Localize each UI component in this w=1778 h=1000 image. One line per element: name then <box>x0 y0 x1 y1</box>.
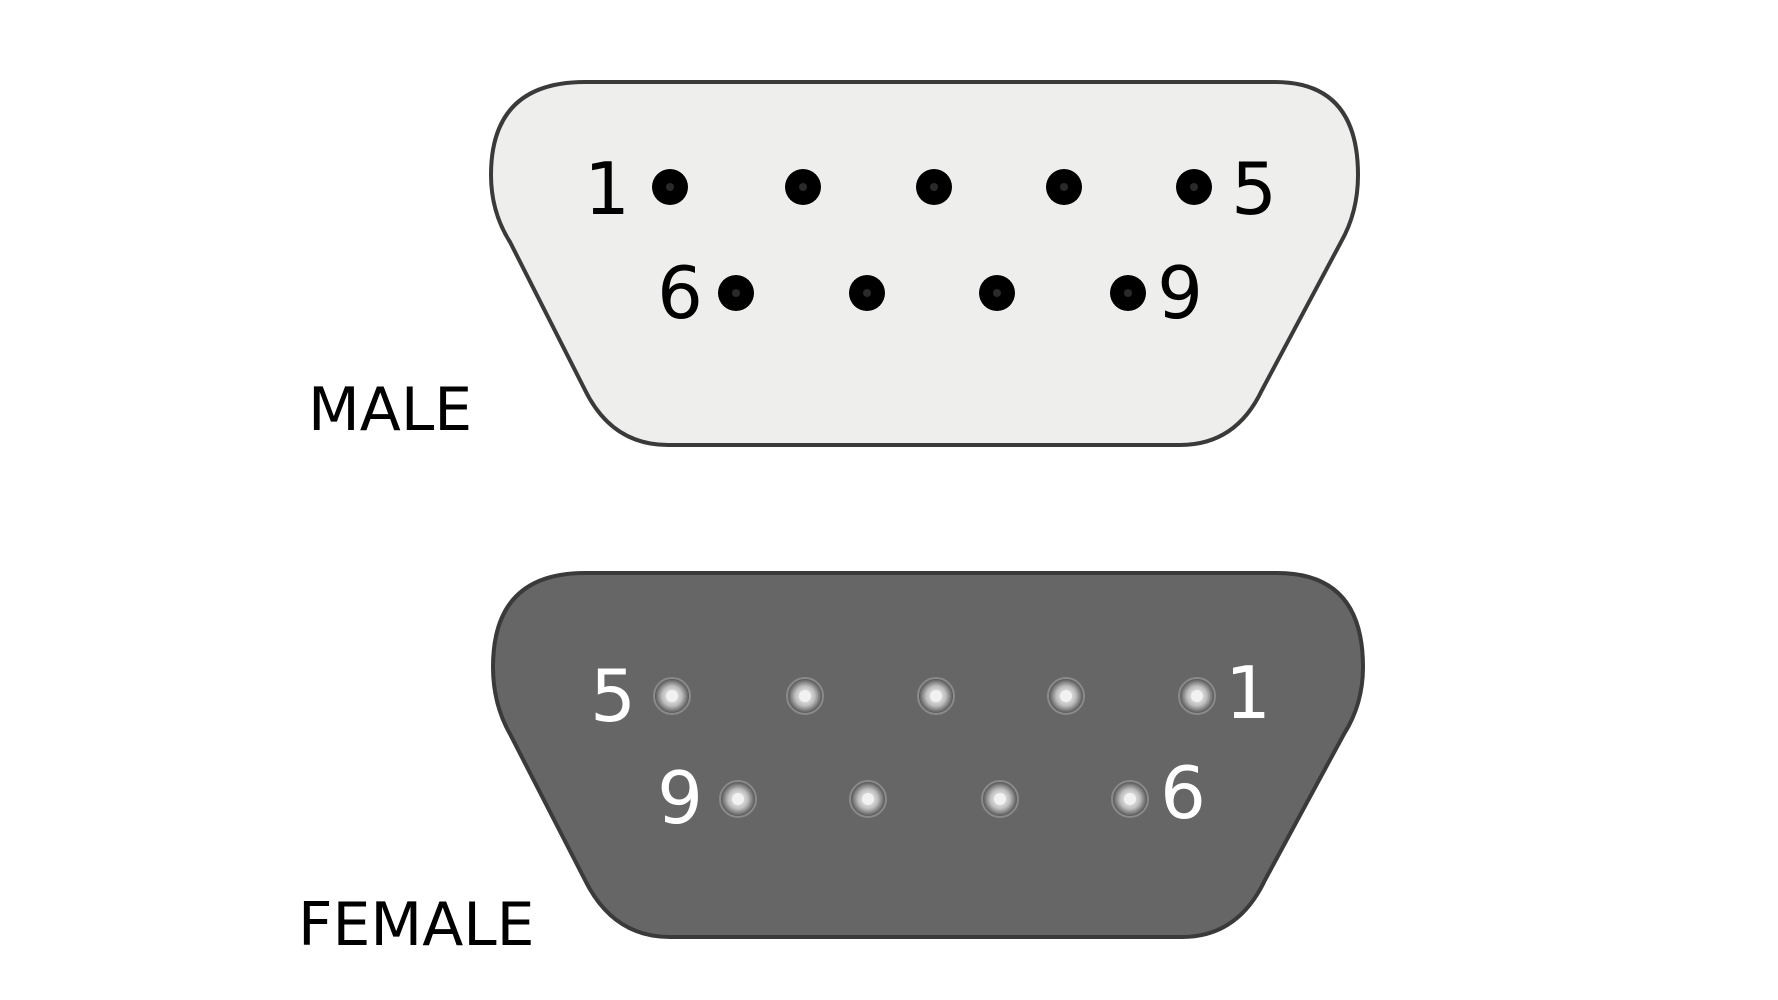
male-pin-center <box>1060 183 1068 191</box>
female-pin-label-1: 1 <box>1225 651 1271 735</box>
male-pin-center <box>799 183 807 191</box>
female-socket-center <box>666 690 678 702</box>
male-pin-center <box>732 289 740 297</box>
female-socket-center <box>862 793 874 805</box>
male-pin-label-1: 1 <box>584 147 630 231</box>
female-pin-label-9: 9 <box>657 756 703 840</box>
female-pin-label-6: 6 <box>1160 751 1206 835</box>
male-pins <box>652 169 1212 311</box>
male-pin-center <box>993 289 1001 297</box>
female-socket-center <box>1124 793 1136 805</box>
female-socket-center <box>1060 690 1072 702</box>
female-sockets <box>653 677 1216 818</box>
male-pin-label-9: 9 <box>1157 251 1203 335</box>
male-pin-center <box>863 289 871 297</box>
female-socket-center <box>799 690 811 702</box>
female-socket-center <box>1191 690 1203 702</box>
male-pin-center <box>930 183 938 191</box>
female-connector-shell <box>490 571 1366 939</box>
female-socket-center <box>994 793 1006 805</box>
male-pin-center <box>1190 183 1198 191</box>
female-pin-label-5: 5 <box>590 654 636 738</box>
female-connector: 5 1 9 6 FEMALE <box>298 571 1366 960</box>
female-socket-center <box>930 690 942 702</box>
male-pin-center <box>1124 289 1132 297</box>
female-socket-center <box>732 793 744 805</box>
male-connector: 1 5 6 9 MALE <box>308 80 1361 447</box>
male-connector-shell <box>488 80 1361 447</box>
male-label: MALE <box>308 375 472 445</box>
female-label: FEMALE <box>298 890 535 960</box>
male-pin-center <box>666 183 674 191</box>
male-pin-label-6: 6 <box>657 251 703 335</box>
male-pin-label-5: 5 <box>1231 147 1277 231</box>
